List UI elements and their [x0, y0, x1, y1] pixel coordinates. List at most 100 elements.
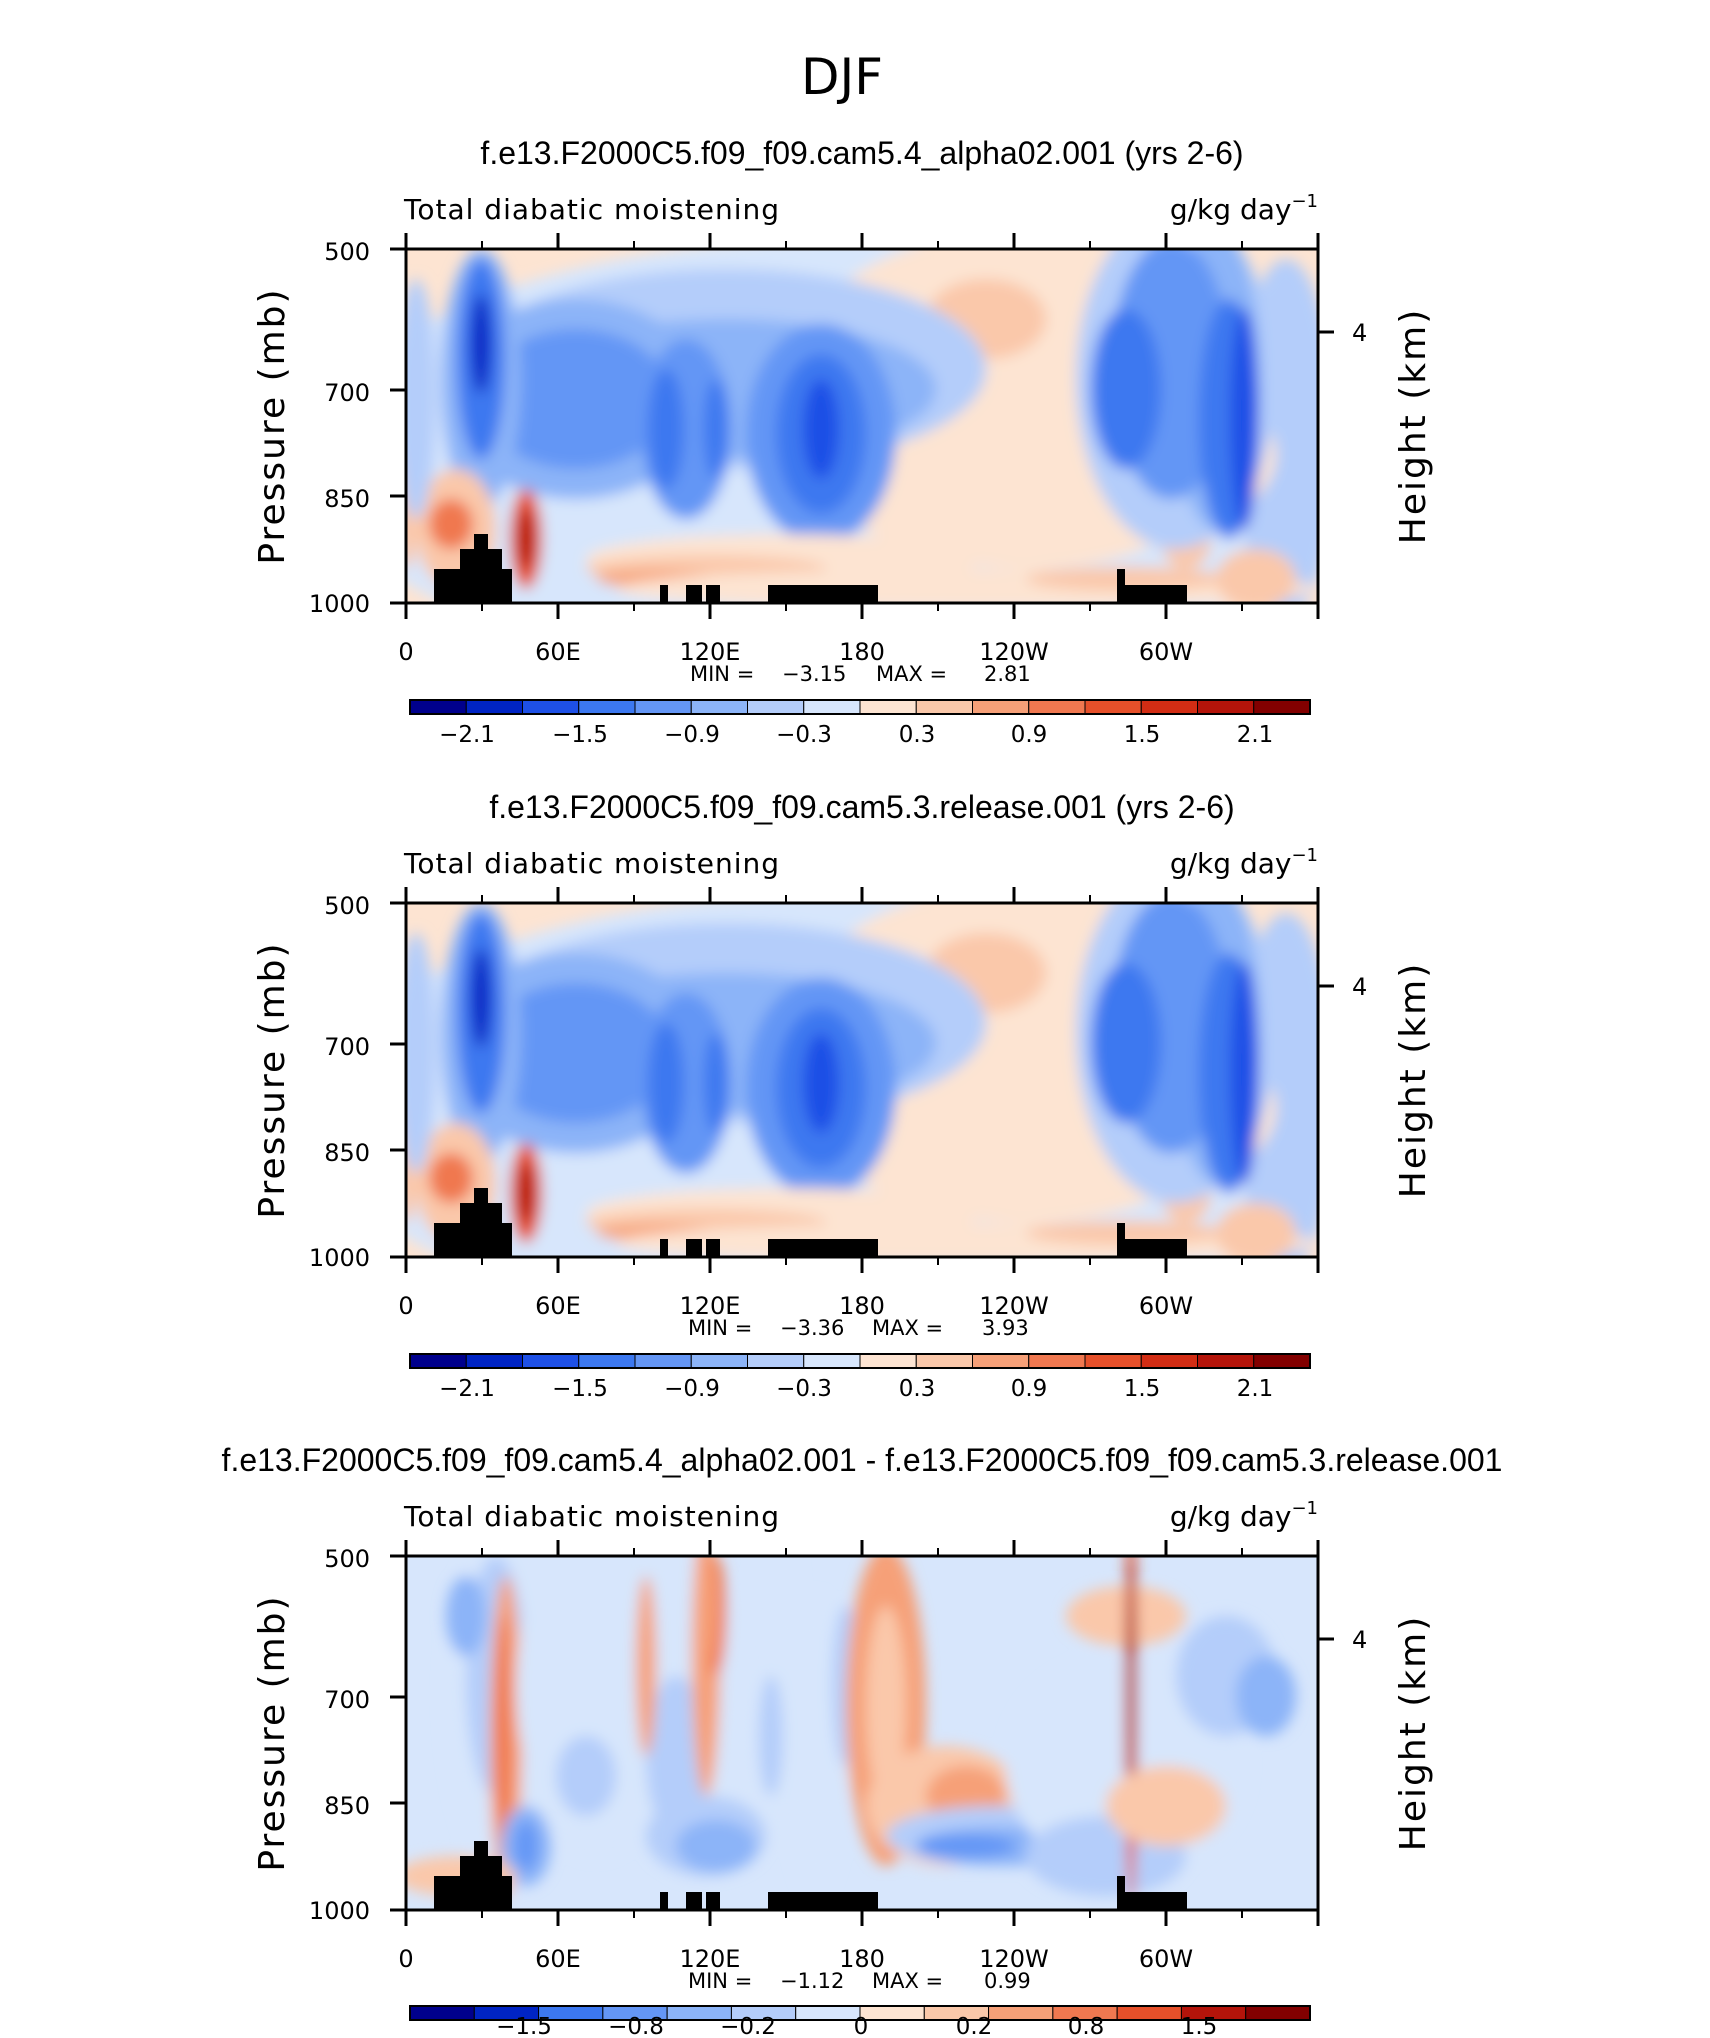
contour-region — [646, 1676, 706, 1836]
terrain-block — [706, 1892, 720, 1910]
colorbar-swatch — [795, 2005, 861, 2021]
x-tick-120e: 120E — [680, 638, 741, 666]
contour-blobs — [406, 1556, 1296, 1906]
x-tick-180: 180 — [839, 638, 885, 666]
terrain-block — [488, 1203, 502, 1257]
contour-region — [696, 1556, 716, 1666]
contour-region — [481, 983, 671, 1123]
min-value: −3.15 — [782, 662, 846, 686]
terrain-block — [1117, 1892, 1187, 1910]
contour-region — [1236, 1656, 1296, 1736]
contour-region — [1106, 1766, 1226, 1846]
ticks — [390, 887, 1334, 1273]
y-right-tick-4: 4 — [1352, 319, 1367, 347]
colorbar-swatch — [747, 1353, 805, 1369]
colorbar-label: −2.1 — [439, 1376, 495, 1402]
terrain-block — [460, 1203, 474, 1257]
x-tick-60e: 60E — [535, 1945, 581, 1973]
min-value: −1.12 — [780, 1969, 844, 1993]
terrain-block — [686, 1892, 702, 1910]
contour-region — [648, 1023, 684, 1143]
y-right-axis-label: Height (km) — [1393, 308, 1434, 544]
colorbar-swatch — [1253, 1353, 1311, 1369]
units-label: g/kg day−1 — [1170, 1498, 1318, 1533]
colorbar-swatch — [915, 699, 973, 715]
panel-3: f.e13.F2000C5.f09_f09.cam5.4_alpha02.001… — [222, 1442, 1503, 2038]
x-tick-120w: 120W — [979, 1945, 1049, 1973]
terrain-block — [660, 1239, 668, 1257]
colorbar-swatch — [915, 1353, 973, 1369]
colorbar-label: −0.8 — [608, 2014, 664, 2038]
units-label: g/kg day−1 — [1170, 191, 1318, 226]
min-label: MIN = — [688, 1316, 752, 1340]
colorbar-label: −0.9 — [664, 722, 720, 748]
max-label: MAX = — [876, 662, 947, 686]
x-tick-60w: 60W — [1139, 1945, 1193, 1973]
terrain-block — [768, 585, 878, 603]
terrain-block — [434, 569, 460, 603]
colorbar-swatch — [578, 699, 636, 715]
colorbar-labels: −2.1 −1.5 −0.9 −0.3 0.3 0.9 1.5 2.1 — [439, 722, 1273, 748]
contour-region — [1128, 1556, 1134, 1796]
contour-region — [471, 294, 491, 394]
colorbar-label: −1.5 — [552, 1376, 608, 1402]
units-exponent: −1 — [1291, 845, 1318, 866]
units-exponent: −1 — [1291, 191, 1318, 212]
colorbar-label: −0.3 — [776, 722, 832, 748]
colorbar-label: 0.3 — [899, 1376, 936, 1402]
colorbar-swatch — [465, 699, 523, 715]
contour-region — [866, 1606, 906, 1806]
colorbar-swatch — [803, 1353, 861, 1369]
colorbar-frame — [409, 699, 1311, 715]
y-axis-label: Pressure (mb) — [252, 287, 293, 564]
colorbar-label: 1.5 — [1124, 722, 1161, 748]
contour-region — [648, 369, 684, 489]
units-text: g/kg day — [1170, 847, 1292, 880]
x-tick-180: 180 — [839, 1945, 885, 1973]
colorbar-swatch — [578, 1353, 636, 1369]
terrain-block — [488, 1856, 502, 1910]
contour-region — [916, 1834, 1016, 1858]
contour-region — [704, 379, 728, 479]
colorbar — [409, 699, 1311, 715]
colorbar-label: 1.5 — [1124, 1376, 1161, 1402]
colorbar — [409, 1353, 1311, 1369]
units-label: g/kg day−1 — [1170, 845, 1318, 880]
contour-field — [406, 903, 1318, 1257]
contour-region — [471, 948, 491, 1048]
contour-region — [1216, 549, 1296, 603]
contour-region — [803, 379, 839, 479]
y-tick-500: 500 — [324, 892, 370, 920]
contour-region — [429, 1153, 473, 1203]
contour-region — [406, 279, 436, 519]
colorbar-swatch — [1116, 2005, 1182, 2021]
contour-region — [676, 1820, 756, 1872]
contour-region — [495, 1616, 511, 1856]
figure-title: DJF — [801, 48, 883, 106]
contour-field — [406, 249, 1318, 603]
terrain-block — [460, 1856, 474, 1910]
panel-title: f.e13.F2000C5.f09_f09.cam5.4_alpha02.001… — [222, 1442, 1503, 1478]
colorbar-swatch — [522, 699, 580, 715]
y-tick-700: 700 — [324, 1033, 370, 1061]
x-tick-60e: 60E — [535, 638, 581, 666]
ticks — [390, 233, 1334, 619]
y-tick-500: 500 — [324, 1545, 370, 1573]
contour-blobs — [406, 903, 1318, 1257]
max-value: 0.99 — [984, 1969, 1031, 1993]
y-tick-700: 700 — [324, 1686, 370, 1714]
y-axis-label: Pressure (mb) — [252, 1594, 293, 1871]
terrain-block — [706, 585, 720, 603]
terrain-block — [686, 585, 702, 603]
panel-1: f.e13.F2000C5.f09_f09.cam5.4_alpha02.001… — [252, 135, 1434, 748]
contour-region — [1216, 1203, 1296, 1257]
max-label: MAX = — [872, 1316, 943, 1340]
colorbar-swatch — [690, 699, 748, 715]
colorbar-label: 2.1 — [1237, 722, 1274, 748]
y-tick-1000: 1000 — [309, 1244, 370, 1272]
terrain-block — [434, 1876, 460, 1910]
min-label: MIN = — [690, 662, 754, 686]
contour-region — [429, 499, 473, 549]
colorbar-label: 0.2 — [956, 2014, 993, 2038]
